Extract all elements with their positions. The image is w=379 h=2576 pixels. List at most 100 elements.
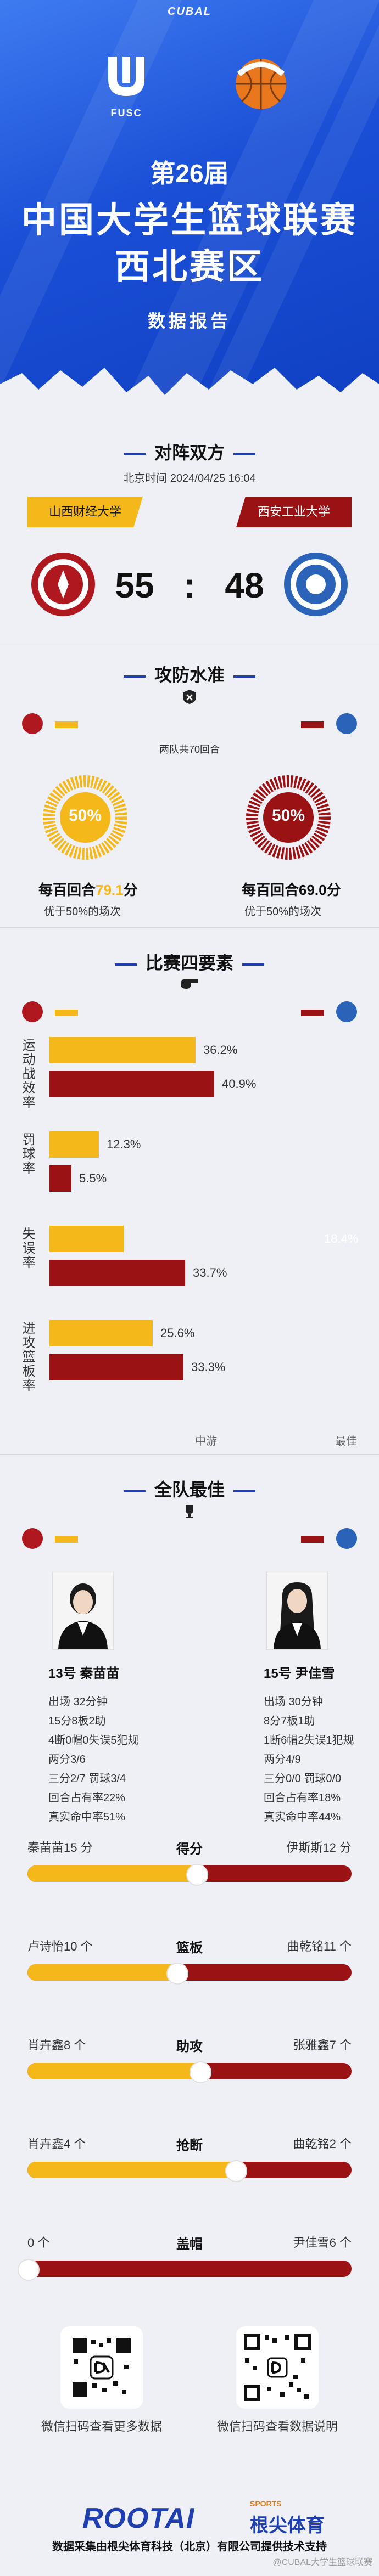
home-factor-bar (49, 1131, 99, 1158)
away-efficiency-gauge (246, 775, 331, 860)
offense-defense-title-text: 攻防水准 (154, 665, 225, 685)
match-time: 北京时间 2024/04/25 16:04 (123, 472, 256, 484)
matchup-title-text: 对阵双方 (154, 443, 225, 463)
rounds-note: 两队共70回合 (159, 744, 220, 755)
home-leader-label: 肖卉鑫8 个 (27, 2038, 86, 2052)
away-player-stat-line: 8分7板1助 (264, 1715, 315, 1727)
comparison-bar (27, 2261, 352, 2277)
score-separator: : (183, 566, 196, 605)
home-player-stat-line: 出场 32分钟 (48, 1696, 108, 1708)
home-per-100-suffix: 分 (123, 882, 138, 898)
away-player-stat-line: 三分0/0 罚球0/0 (264, 1773, 342, 1785)
home-factor-value: 25.6% (160, 1326, 195, 1340)
home-player-stat-line: 4断0帽0失误5犯规 (48, 1734, 139, 1746)
away-factor-value: 5.5% (79, 1171, 107, 1185)
home-efficiency-gauge (43, 775, 127, 860)
away-legend-swatch (301, 1536, 324, 1543)
home-legend-swatch (55, 1010, 78, 1016)
home-per-100: 每百回合79.1分 (38, 879, 138, 899)
home-mini-crest-icon (22, 1528, 43, 1549)
away-leader-label: 曲乾铭2 个 (293, 2137, 352, 2151)
axis-mid-label: 中游 (195, 1435, 217, 1447)
away-team-banner: 西安工业大学 (236, 497, 352, 527)
away-leader-label: 伊斯斯12 分 (286, 1841, 352, 1855)
away-rank-note: 优于50%的场次 (244, 906, 322, 918)
home-factor-bar (49, 1037, 196, 1063)
best-players-section-title: 全队最佳 (0, 1476, 379, 1501)
team-legend-row (22, 1528, 357, 1550)
away-player-stat-line: 真实命中率44% (264, 1811, 341, 1823)
away-factor-bar (49, 1354, 183, 1380)
comparison-knob (190, 2061, 211, 2083)
away-mini-crest-icon (336, 713, 357, 734)
comparison-category: 助攻 (176, 2039, 203, 2054)
away-factor-bar (49, 1260, 185, 1286)
home-factor-value: 18.4% (324, 1232, 359, 1245)
watermark: @CUBAL大学生篮球联赛 (272, 2558, 372, 2567)
away-team-crest-icon (284, 553, 348, 616)
away-factor-value: 33.3% (191, 1360, 226, 1374)
home-player-stat-line: 真实命中率51% (48, 1811, 126, 1823)
region-title: 西北赛区 (115, 247, 264, 286)
qr-code-icon (70, 2336, 133, 2399)
home-rank-note: 优于50%的场次 (44, 906, 121, 918)
away-mini-crest-icon (336, 1001, 357, 1022)
rootai-cn-name: 根尖体育 (250, 2515, 325, 2536)
home-mini-crest-icon (22, 1001, 43, 1022)
away-leader-label: 张雅鑫7 个 (293, 2038, 352, 2052)
home-player-name: 13号 秦苗苗 (48, 1666, 120, 1681)
home-legend-swatch (55, 721, 78, 728)
away-player-stat-line: 回合占有率18% (264, 1792, 341, 1804)
title-decor (242, 963, 264, 966)
away-player-name: 15号 尹佳雪 (264, 1666, 335, 1681)
away-player-stat-line: 1断6帽2失误1犯规 (264, 1734, 354, 1746)
away-legend-swatch (301, 1010, 324, 1016)
top-brand: CUBAL (168, 5, 211, 18)
qr-right-caption: 微信扫码查看数据说明 (216, 2420, 338, 2433)
home-mini-crest-icon (22, 713, 43, 734)
home-share-fill (27, 1964, 176, 1981)
hero-banner: CUBAL FUSC 第26届 中国大学生篮球联赛 西北赛区 数据报告 (0, 0, 379, 417)
qr-code-left[interactable] (60, 2326, 143, 2409)
factor-label: 运动战效率 (20, 1038, 35, 1109)
away-score: 48 (225, 566, 264, 605)
home-share-fill (27, 2063, 199, 2079)
best-players-title-text: 全队最佳 (154, 1480, 225, 1500)
offense-defense-section-title: 攻防水准 (0, 661, 379, 686)
cuba-basketball-logo-icon (236, 59, 286, 109)
home-team-banner: 山西财经大学 (27, 497, 143, 527)
matchup-section-title: 对阵双方 (0, 439, 379, 464)
team-legend-row (22, 713, 357, 735)
away-factor-value: 33.7% (193, 1266, 227, 1279)
comparison-category: 盖帽 (176, 2237, 203, 2252)
four-factors-section-title: 比赛四要素 (0, 949, 379, 974)
page-title: 中国大学生篮球联赛 (21, 200, 358, 240)
axis-best-label: 最佳 (335, 1435, 357, 1447)
home-leader-label: 0 个 (27, 2236, 50, 2250)
home-share-fill (27, 2162, 235, 2178)
away-factor-value: 40.9% (222, 1077, 257, 1091)
away-factor-bar (49, 1071, 214, 1097)
fusc-logo-text: FUSC (110, 108, 142, 119)
title-decor (123, 675, 146, 678)
team-legend-row (22, 1001, 357, 1023)
home-player-stat-line: 两分3/6 (48, 1754, 86, 1766)
home-player-stat-line: 回合占有率22% (48, 1792, 126, 1804)
comparison-knob (186, 1864, 208, 1886)
fusc-logo: FUSC (96, 52, 157, 123)
away-gauge-value: 50% (271, 807, 305, 825)
edition-title: 第26届 (150, 159, 229, 188)
title-decor (233, 453, 255, 455)
home-share-fill (27, 1865, 196, 1882)
section-divider (0, 1454, 379, 1455)
data-credit: 数据采集由根尖体育科技（北京）有限公司提供技术支持 (52, 2541, 327, 2553)
section-divider (0, 927, 379, 928)
away-player-stat-line: 出场 30分钟 (264, 1696, 323, 1708)
comparison-category: 得分 (176, 1842, 203, 1857)
away-leader-label: 曲乾铭11 个 (287, 1940, 352, 1953)
qr-code-right[interactable] (236, 2326, 319, 2409)
home-score: 55 (115, 566, 154, 605)
home-player-photo (52, 1572, 114, 1650)
comparison-knob (18, 2259, 40, 2281)
